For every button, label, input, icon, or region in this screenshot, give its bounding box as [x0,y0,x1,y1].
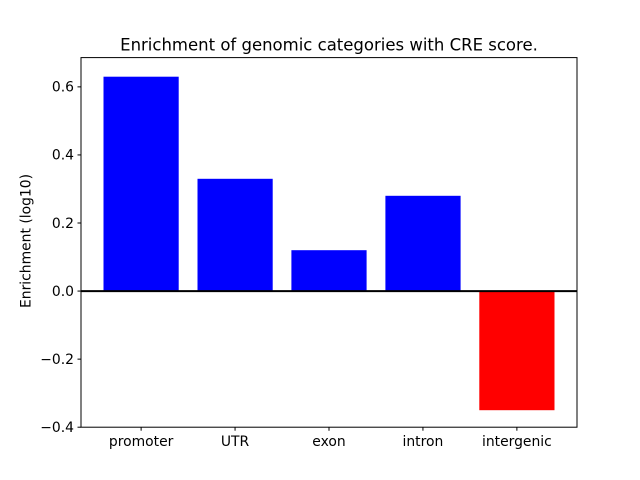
y-tick-label: 0.2 [52,216,74,232]
bar-promoter [103,76,179,292]
bar-exon [291,250,367,291]
bar-UTR [197,178,273,292]
y-tick-label: 0.6 [52,80,74,96]
y-axis-label: Enrichment (log10) [19,174,35,308]
x-tick-label-promoter: promoter [109,434,174,450]
bar-intron [385,195,461,292]
y-tick-label: −0.4 [40,420,74,436]
chart-title: Enrichment of genomic categories with CR… [120,36,538,55]
y-tick-label: 0.0 [52,284,74,300]
x-tick-label-exon: exon [312,434,345,450]
bar-intergenic [479,291,555,411]
x-tick-label-intergenic: intergenic [482,434,552,450]
plot-area [80,57,578,428]
x-axis-ticks: promoter UTR exon intron intergenic [109,427,552,450]
x-tick-label-intron: intron [403,434,444,450]
y-tick-label: −0.2 [40,352,74,368]
y-axis-ticks: −0.4 −0.2 0.0 0.2 0.4 0.6 [40,80,81,436]
bars-group [103,76,555,411]
x-tick-label-UTR: UTR [221,434,250,450]
y-tick-label: 0.4 [52,148,74,164]
